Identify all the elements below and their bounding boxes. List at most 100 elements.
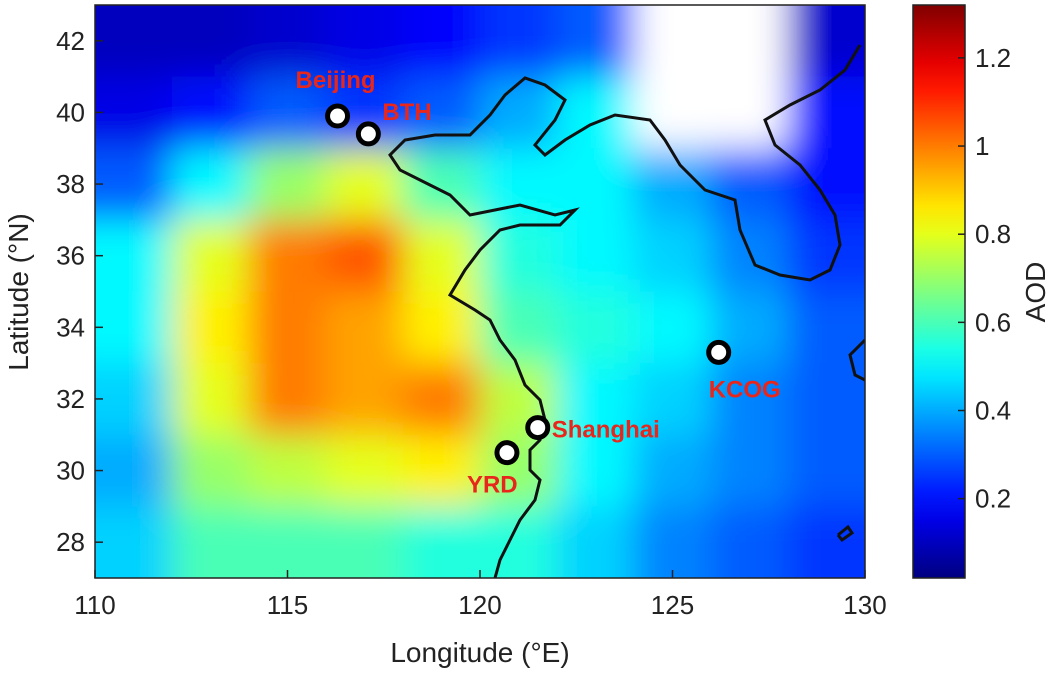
field-cell [249,148,327,221]
field-cell [326,219,404,293]
site-marker [706,339,732,365]
field-cell [172,5,250,78]
colorbar-tick-label: 0.6 [975,307,1011,337]
y-tick-label: 40 [56,97,85,127]
field-cell [788,291,865,365]
field-cell [711,363,789,436]
field-cell [172,291,250,365]
field-cell [634,506,712,578]
field-cell [480,5,558,78]
field-cell [326,148,404,221]
colorbar-tick-label: 1.2 [975,43,1011,73]
x-tick-label: 120 [458,590,501,620]
field-cell [172,434,250,508]
field-cell [634,363,712,436]
field-cell [95,76,173,150]
y-tick-label: 42 [56,26,85,56]
field-cell [403,219,481,293]
field-cell [480,148,558,221]
field-cell [249,291,327,365]
field-cell [95,219,173,293]
colorbar-tick-label: 1 [975,131,989,161]
field-cell [480,506,558,578]
colorbar-bar [912,4,966,579]
site-label: KCOG [709,376,781,403]
field-cell [634,76,712,150]
x-tick-label: 130 [843,590,886,620]
x-tick-label: 110 [74,590,115,620]
field-cell [326,291,404,365]
field-cell [557,434,635,508]
field-cell [788,506,865,578]
coastline [388,44,865,578]
field-cell [249,434,327,508]
field-cell [172,363,250,436]
field-cell [326,506,404,578]
field-cell [249,506,327,578]
colorbar-tick-label: 0.8 [975,219,1011,249]
site-label: Shanghai [552,417,660,444]
site-label: Beijing [296,67,376,94]
field-cell [95,506,173,578]
site-marker [325,103,351,129]
site-marker [355,121,381,147]
field-cell [480,291,558,365]
y-tick-label: 30 [56,456,85,486]
field-cell [634,219,712,293]
field-cell [557,363,635,436]
coastline-line [848,338,865,382]
field-cell [480,219,558,293]
field-cell [557,148,635,221]
field-cell [95,434,173,508]
field-cell [403,5,481,78]
field-cell [711,5,789,78]
y-tick-label: 28 [56,527,85,557]
field-cell [788,363,865,436]
field-cell [634,5,712,78]
y-axis-label: Latitude (°N) [3,213,34,371]
field-cell [711,434,789,508]
x-axis-label: Longitude (°E) [390,637,569,668]
field-cell [172,219,250,293]
field-cell [95,148,173,221]
field-cell [788,219,865,293]
field-cell [95,363,173,436]
field-cell [95,291,173,365]
field-cell [711,506,789,578]
field-cell [403,506,481,578]
y-tick-label: 34 [56,312,85,342]
field-cell [711,148,789,221]
field-cell [634,291,712,365]
field-cell [172,76,250,150]
field-cell [788,5,865,78]
field-cell [249,76,327,150]
field-cell [557,219,635,293]
y-tick-label: 38 [56,169,85,199]
site-marker [494,440,520,466]
field-cell [326,5,404,78]
site-label: BTH [382,99,431,126]
colorbar: 0.2 0.4 0.6 0.8 1 1.2 [912,4,1011,579]
field-cell [403,148,481,221]
field-cell [634,434,712,508]
field-cell [326,434,404,508]
field [95,5,865,578]
field-cell [403,434,481,508]
x-tick-label: 115 [267,590,308,620]
field-cell [557,506,635,578]
field-cell [788,434,865,508]
field-cell [557,291,635,365]
field-cell [172,506,250,578]
field-cell [249,5,327,78]
colorbar-label: AOD [1020,262,1050,323]
field-cell [172,148,250,221]
field-cell [249,219,327,293]
field-cell [788,148,865,221]
field-cell [403,291,481,365]
field-cell [326,363,404,436]
coastline-line [836,524,855,543]
field-cell [249,363,327,436]
coastline-line [388,44,862,578]
y-tick-label: 32 [56,384,85,414]
